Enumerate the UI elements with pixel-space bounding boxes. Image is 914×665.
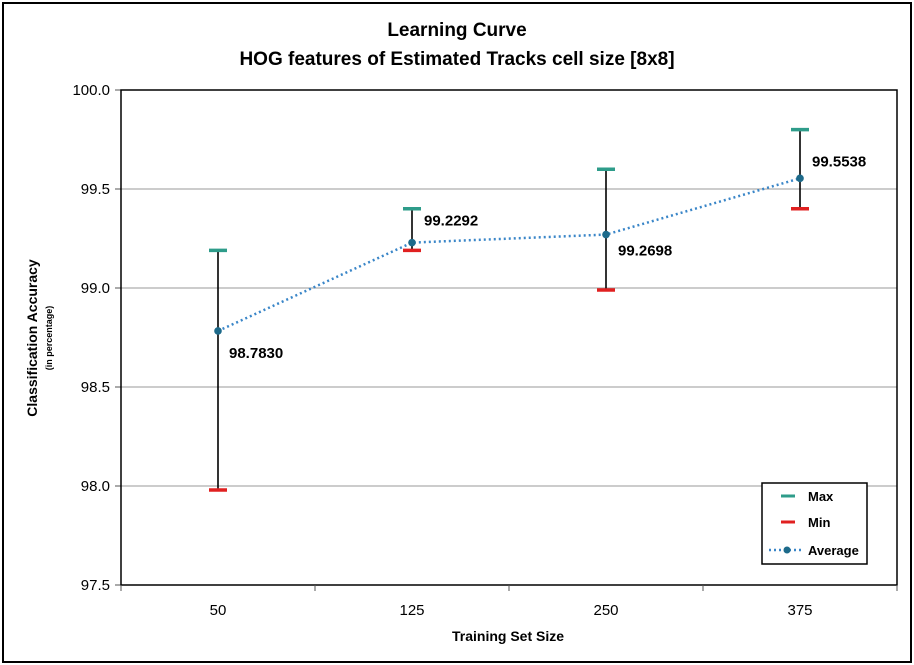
average-point	[796, 174, 804, 183]
legend-average-label: Average	[808, 543, 859, 558]
data-label: 98.7830	[229, 345, 283, 362]
x-tick-label: 125	[399, 602, 424, 619]
data-label: 99.2698	[618, 243, 672, 260]
legend-average-marker	[783, 546, 791, 554]
y-tick-label: 98.5	[81, 379, 110, 396]
x-axis-label: Training Set Size	[452, 628, 564, 644]
y-tick-label: 97.5	[81, 577, 110, 594]
average-point	[214, 327, 222, 335]
legend-min-label: Min	[808, 515, 830, 530]
legend: Max Min Average	[761, 482, 868, 565]
y-tick-label: 98.0	[81, 478, 110, 495]
x-tick-label: 50	[210, 602, 227, 619]
data-label: 99.5538	[812, 153, 866, 170]
average-line	[217, 177, 801, 333]
chart-title-line2: HOG features of Estimated Tracks cell si…	[239, 49, 674, 70]
legend-max-label: Max	[808, 489, 834, 504]
data-label: 99.2292	[424, 213, 478, 230]
x-tick-label: 375	[787, 602, 812, 619]
y-tick-label: 100.0	[72, 82, 110, 99]
average-point	[602, 230, 610, 239]
chart-title-line1: Learning Curve	[387, 20, 526, 41]
y-axis-label: Classification Accuracy	[24, 259, 40, 417]
y-axis-sublabel: (in percentage)	[44, 306, 54, 371]
average-point	[408, 238, 416, 247]
y-tick-label: 99.0	[81, 280, 110, 297]
y-tick-label: 99.5	[81, 181, 110, 198]
x-tick-label: 250	[593, 602, 618, 619]
